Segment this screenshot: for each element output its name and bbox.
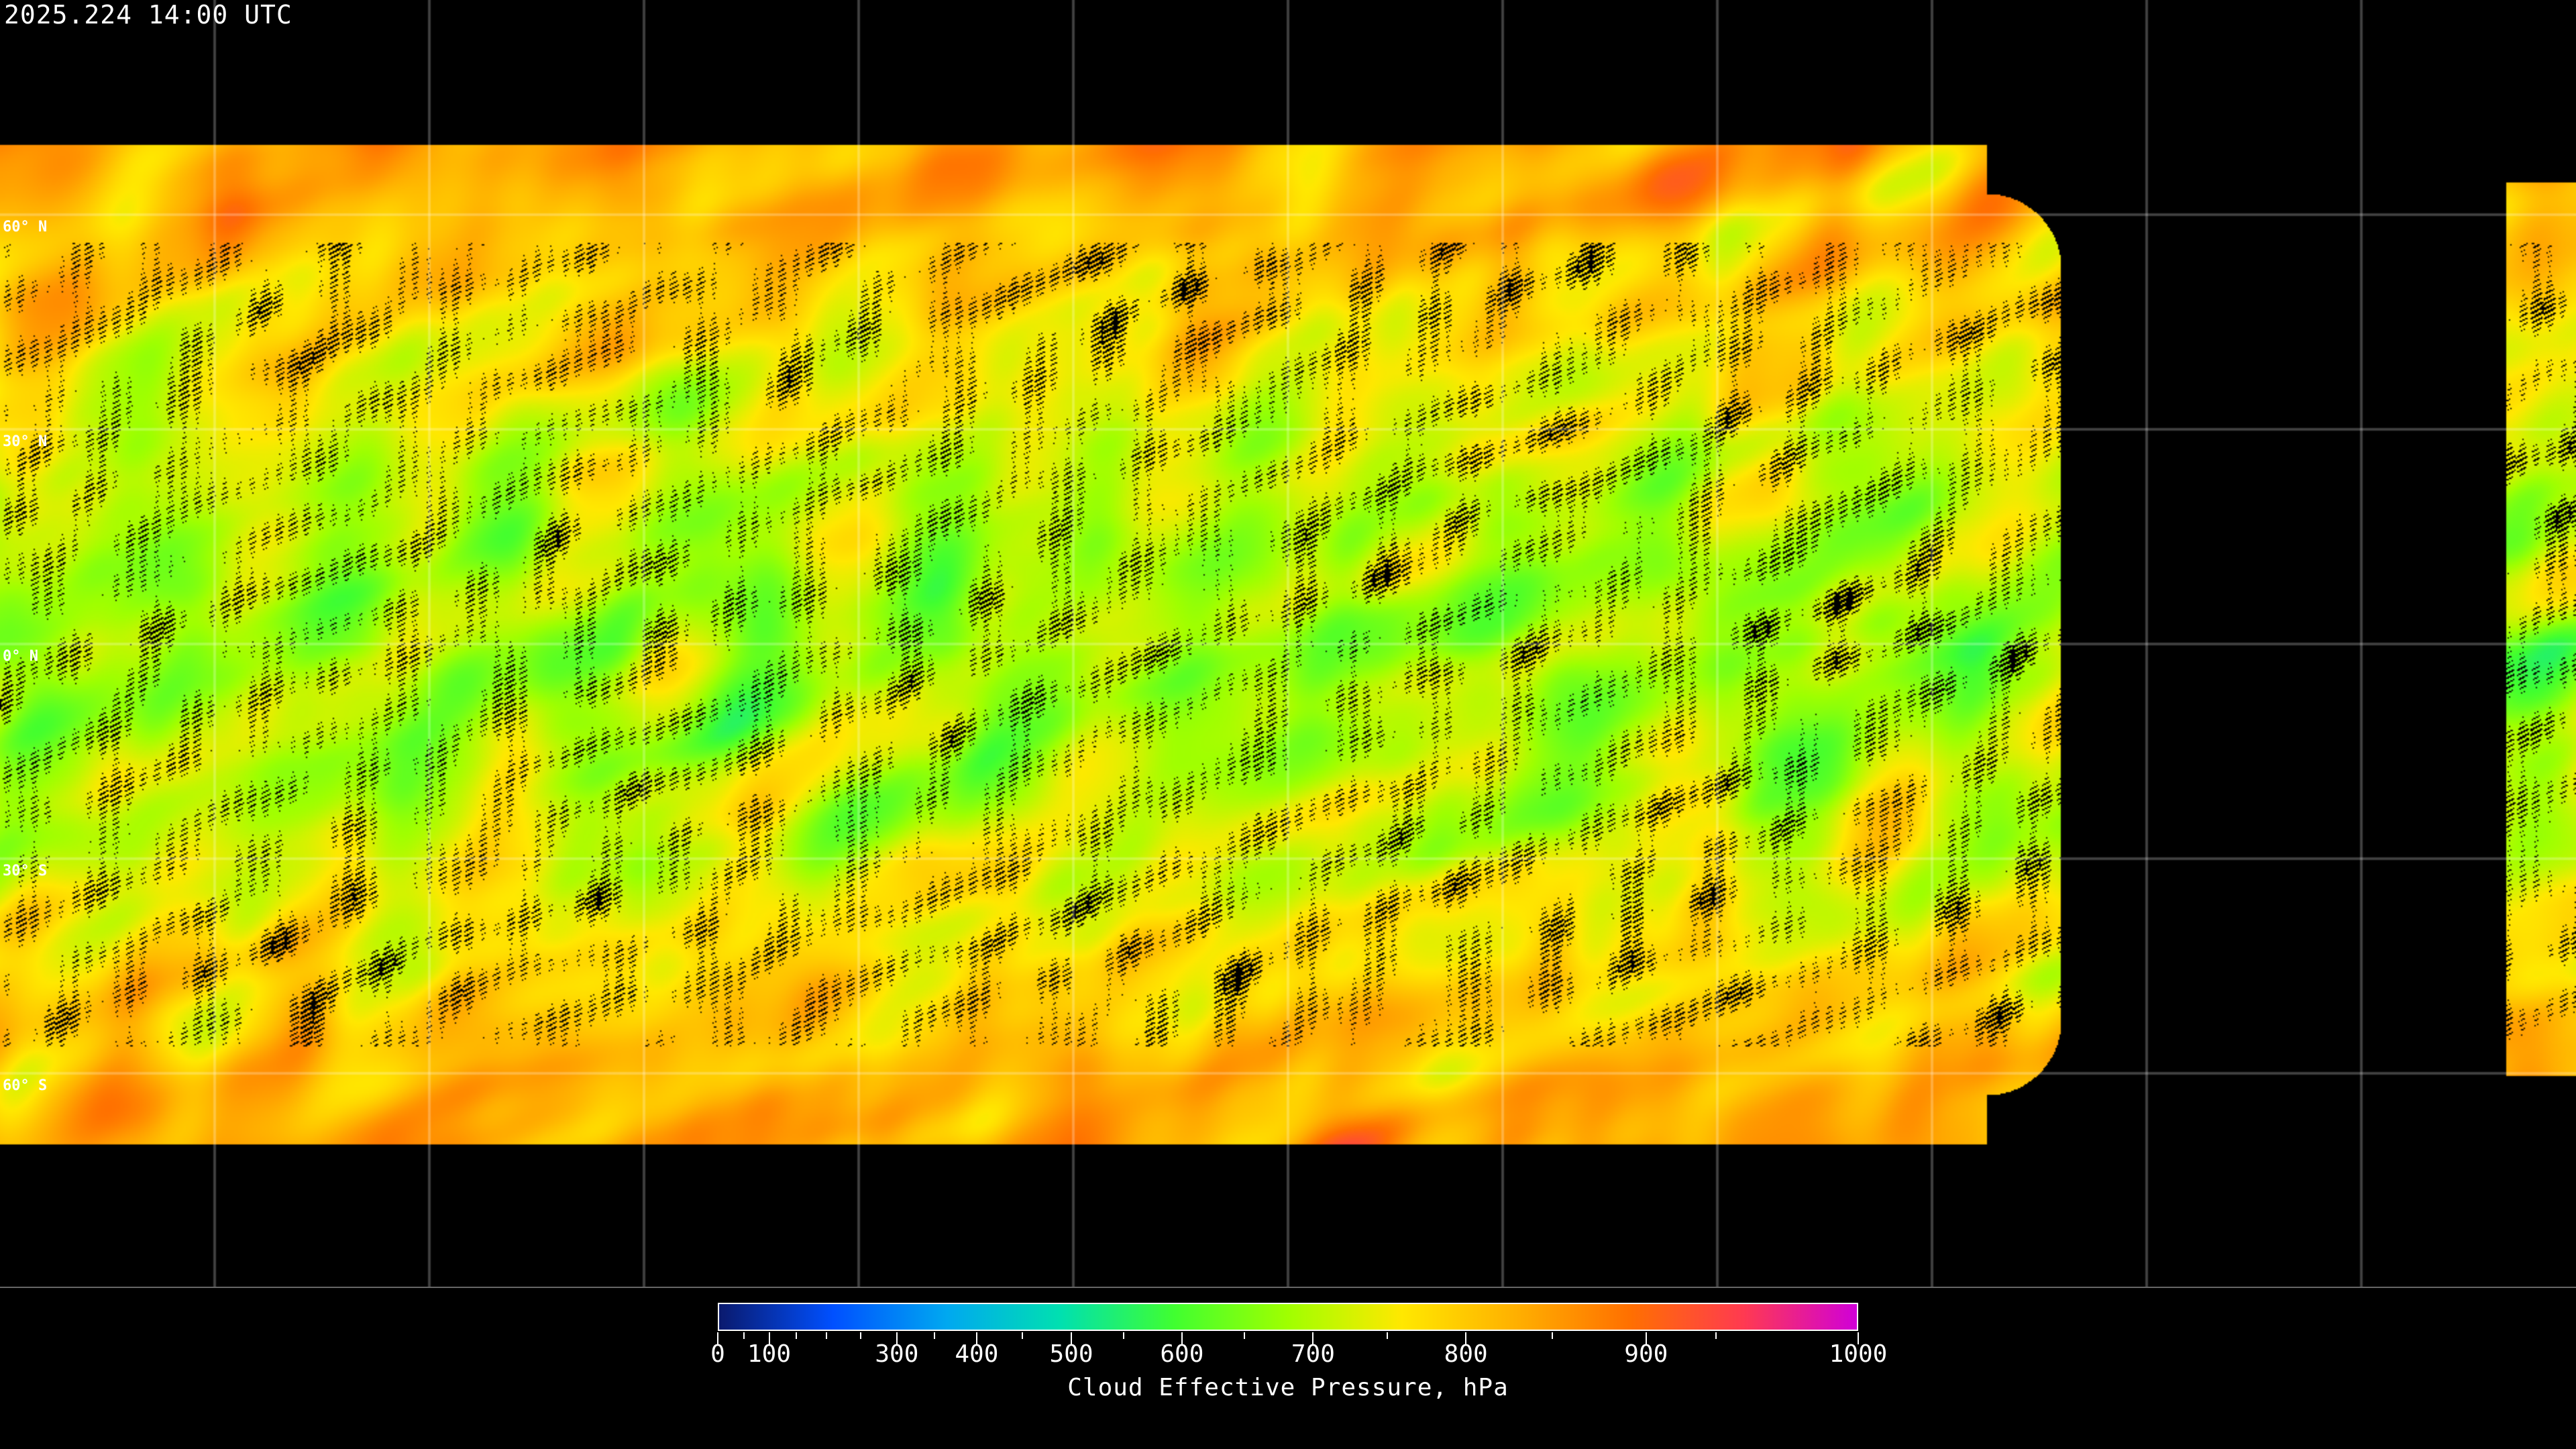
colorbar-minor-tick: [743, 1332, 745, 1339]
colorbar-major-tick: [768, 1332, 770, 1344]
lat-label-60s: 60° S: [3, 1077, 48, 1094]
lat-label-30n: 30° N: [3, 433, 48, 450]
colorbar-title: Cloud Effective Pressure, hPa: [1067, 1374, 1509, 1401]
colorbar-major-tick: [896, 1332, 898, 1344]
colorbar-minor-tick: [1021, 1332, 1023, 1339]
colorbar-minor-tick: [1244, 1332, 1246, 1339]
map-border: [0, 1287, 2576, 1288]
colorbar-minor-tick: [825, 1332, 827, 1339]
lat-label-30s: 30° S: [3, 863, 48, 879]
colorbar-major-tick: [717, 1332, 718, 1344]
colorbar: [718, 1303, 1858, 1331]
colorbar-tick-label: 1000: [1829, 1340, 1888, 1368]
lat-label-60n: 60° N: [3, 219, 48, 235]
colorbar-minor-tick: [1715, 1332, 1717, 1339]
colorbar-tick-label: 400: [955, 1340, 999, 1368]
colorbar-tick-label: 0: [710, 1340, 725, 1368]
colorbar-minor-tick: [1552, 1332, 1554, 1339]
lat-label-0n: 0° N: [3, 648, 38, 665]
colorbar-tick-label: 500: [1049, 1340, 1093, 1368]
cloud-pressure-map: [0, 0, 2576, 1288]
colorbar-major-tick: [1645, 1332, 1647, 1344]
colorbar-major-tick: [1071, 1332, 1072, 1344]
colorbar-tick-label: 800: [1444, 1340, 1488, 1368]
colorbar-minor-tick: [796, 1332, 798, 1339]
colorbar-tick-label: 900: [1624, 1340, 1668, 1368]
colorbar-tick-label: 300: [875, 1340, 919, 1368]
colorbar-major-tick: [1858, 1332, 1859, 1344]
timestamp: 2025.224 14:00 UTC: [4, 0, 292, 30]
colorbar-major-tick: [1465, 1332, 1467, 1344]
colorbar-major-tick: [1312, 1332, 1314, 1344]
colorbar-minor-tick: [934, 1332, 935, 1339]
colorbar-minor-tick: [859, 1332, 861, 1339]
colorbar-minor-tick: [1123, 1332, 1125, 1339]
colorbar-tick-label: 100: [747, 1340, 792, 1368]
colorbar-tick-label: 600: [1160, 1340, 1204, 1368]
colorbar-minor-tick: [1386, 1332, 1388, 1339]
colorbar-tick-label: 700: [1291, 1340, 1335, 1368]
colorbar-major-tick: [1181, 1332, 1183, 1344]
colorbar-major-tick: [975, 1332, 977, 1344]
